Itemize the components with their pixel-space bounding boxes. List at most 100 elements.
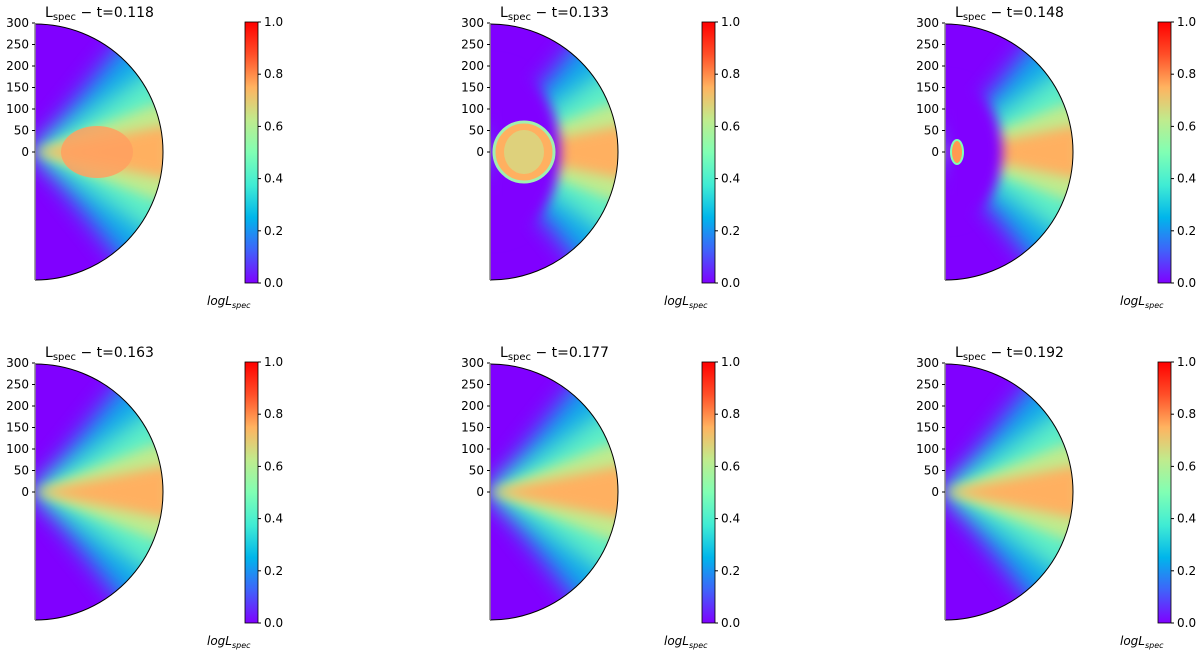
y-tick-label: 150 (916, 81, 939, 95)
colorbar-tick-label: 0.6 (1177, 119, 1196, 133)
title-sub: spec (963, 352, 986, 363)
colorbar-label-base: L (682, 294, 689, 308)
colorbar-tick-label: 0.2 (264, 564, 283, 578)
y-tick-label: 150 (461, 81, 484, 95)
colorbar-tick-label: 0.4 (264, 172, 283, 186)
colorbar: 0.0 0.2 0.4 0.6 0.8 1.0 logLspec (1120, 15, 1196, 310)
title-sub: spec (53, 12, 76, 23)
y-tick-label: 50 (469, 464, 484, 478)
y-tick-label: 300 (6, 16, 29, 30)
colorbar-label-main: log (207, 634, 226, 648)
colorbar-label-sub: spec (1145, 301, 1164, 310)
y-tick-label: 250 (461, 38, 484, 52)
heatmap-field (35, 364, 163, 620)
y-tick-label: 250 (916, 38, 939, 52)
heatmap-field (35, 24, 163, 280)
y-tick-label: 250 (6, 38, 29, 52)
colorbar-tick-label: 0.0 (1177, 616, 1196, 630)
y-tick-label: 50 (924, 124, 939, 138)
y-tick-label: 100 (6, 442, 29, 456)
colorbar: 0.0 0.2 0.4 0.6 0.8 1.0 logLspec (1120, 355, 1196, 650)
colorbar-tick-label: 0.6 (1177, 459, 1196, 473)
colorbar-tick-label: 0.8 (721, 407, 740, 421)
heatmap-field (945, 24, 1073, 280)
title-sub: spec (53, 352, 76, 363)
y-tick-label: 150 (461, 421, 484, 435)
colorbar-bar (244, 21, 259, 284)
colorbar-tick-label: 0.4 (264, 512, 283, 526)
colorbar-label: logLspec (207, 634, 251, 650)
colorbar-tick-label: 0.2 (264, 224, 283, 238)
colorbar-tick-label: 0.6 (264, 119, 283, 133)
domain-outline (34, 23, 164, 281)
colorbar-tick-label: 0.0 (264, 616, 283, 630)
colorbar-label: logLspec (664, 634, 708, 650)
y-tick-label: 100 (6, 102, 29, 116)
colorbar-label-base: L (225, 634, 232, 648)
y-tick-label: 50 (469, 124, 484, 138)
y-tick-label: 0 (21, 145, 29, 159)
title-base: L (955, 5, 963, 21)
y-tick-label: 250 (6, 378, 29, 392)
colorbar-tick-label: 1.0 (264, 355, 283, 369)
panel-title: Lspec − t=0.177 (500, 345, 609, 363)
heatmap-field (490, 364, 618, 620)
y-tick-label: 300 (916, 356, 939, 370)
title-rest: − t=0.177 (531, 345, 609, 361)
y-tick-label: 0 (931, 485, 939, 499)
colorbar-label-main: log (664, 634, 683, 648)
y-tick-label: 200 (6, 59, 29, 73)
y-tick-label: 250 (461, 378, 484, 392)
colorbar-label-base: L (225, 294, 232, 308)
y-tick-label: 50 (14, 124, 29, 138)
colorbar-tick-label: 0.2 (721, 224, 740, 238)
colorbar-tick-label: 0.8 (264, 67, 283, 81)
colorbar: 0.0 0.2 0.4 0.6 0.8 1.0 logLspec (664, 355, 740, 650)
colorbar-tick-label: 0.0 (721, 616, 740, 630)
y-tick-label: 100 (461, 442, 484, 456)
y-tick-label: 200 (461, 399, 484, 413)
colorbar-bar (244, 361, 259, 624)
title-rest: − t=0.192 (986, 345, 1064, 361)
y-tick-label: 100 (916, 442, 939, 456)
title-sub: spec (508, 12, 531, 23)
y-tick-label: 0 (931, 145, 939, 159)
colorbar-tick-label: 0.0 (721, 276, 740, 290)
colorbar-tick-label: 1.0 (1177, 355, 1196, 369)
y-tick-label: 300 (461, 356, 484, 370)
colorbar: 0.0 0.2 0.4 0.6 0.8 1.0 logLspec (207, 15, 283, 310)
title-sub: spec (963, 12, 986, 23)
colorbar-tick-label: 0.0 (264, 276, 283, 290)
colorbar-label: logLspec (1120, 294, 1164, 310)
colorbar-label-base: L (682, 634, 689, 648)
colorbar-label-sub: spec (232, 301, 251, 310)
title-rest: − t=0.118 (76, 5, 154, 21)
colorbar-tick-label: 1.0 (1177, 15, 1196, 29)
y-tick-label: 300 (6, 356, 29, 370)
y-tick-label: 200 (6, 399, 29, 413)
domain-outline (944, 23, 1074, 281)
colorbar-label-sub: spec (1145, 641, 1164, 650)
colorbar-tick-label: 0.8 (721, 67, 740, 81)
colorbar-label-sub: spec (232, 641, 251, 650)
panel-title: Lspec − t=0.163 (45, 345, 154, 363)
colorbar-label-sub: spec (689, 641, 708, 650)
colorbar-label-base: L (1138, 634, 1145, 648)
y-tick-label: 250 (916, 378, 939, 392)
heatmap-field (945, 364, 1073, 620)
colorbar-label-main: log (1120, 294, 1139, 308)
colorbar-tick-label: 1.0 (264, 15, 283, 29)
colorbar-bar (701, 361, 716, 624)
colorbar-tick-label: 0.2 (1177, 564, 1196, 578)
colorbar-bar (1157, 361, 1172, 624)
colorbar-tick-label: 0.6 (721, 459, 740, 473)
colorbar: 0.0 0.2 0.4 0.6 0.8 1.0 logLspec (664, 15, 740, 310)
y-tick-label: 200 (461, 59, 484, 73)
y-tick-label: 200 (916, 59, 939, 73)
colorbar-tick-label: 0.6 (721, 119, 740, 133)
